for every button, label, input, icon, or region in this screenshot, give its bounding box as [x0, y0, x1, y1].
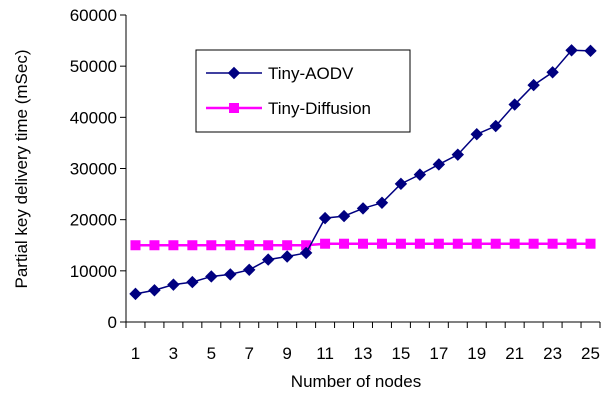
data-point	[413, 168, 427, 181]
x-tick-label: 7	[245, 344, 254, 363]
data-point	[225, 240, 236, 251]
data-point	[244, 240, 255, 251]
data-point	[148, 284, 161, 297]
data-point	[263, 240, 274, 251]
data-point	[451, 148, 465, 161]
data-point	[584, 44, 597, 58]
legend-box	[195, 49, 411, 133]
x-tick-label: 13	[354, 344, 373, 363]
y-tick-label: 20000	[70, 211, 117, 230]
data-point	[205, 270, 218, 283]
x-axis-ticks: 1 3 5 7 9 11 13 15 17 19 21 23 25	[125, 322, 601, 363]
data-point	[490, 238, 501, 249]
data-point	[394, 177, 408, 191]
data-point	[527, 78, 540, 92]
series-tiny-aodv	[129, 44, 597, 301]
data-point	[452, 238, 463, 249]
y-axis-ticks: 0 10000 20000 30000 40000 50000 60000	[70, 6, 126, 332]
legend-label: Tiny-AODV	[268, 64, 354, 83]
x-tick-label: 21	[505, 344, 524, 363]
y-tick-label: 10000	[70, 262, 117, 281]
x-tick-label: 23	[543, 344, 562, 363]
data-point	[470, 128, 483, 141]
data-point	[282, 240, 293, 251]
data-point	[376, 238, 387, 249]
data-point	[130, 240, 141, 251]
data-point	[375, 196, 389, 209]
data-point	[129, 287, 142, 301]
x-tick-label: 17	[429, 344, 448, 363]
x-tick-label: 19	[467, 344, 486, 363]
y-tick-label: 30000	[70, 160, 117, 179]
x-tick-label: 9	[282, 344, 291, 363]
legend-marker	[229, 103, 239, 113]
legend-marker	[227, 66, 241, 80]
data-point	[149, 240, 160, 251]
series-tiny-diffusion	[130, 238, 596, 251]
x-tick-label: 1	[131, 344, 140, 363]
x-axis-title: Number of nodes	[291, 372, 421, 391]
data-point	[206, 240, 217, 251]
data-point	[546, 66, 559, 79]
data-point	[471, 238, 482, 249]
series-layer	[129, 44, 597, 301]
data-point	[414, 238, 425, 249]
y-tick-label: 50000	[70, 57, 117, 76]
y-axis-title: Partial key delivery time (mSec)	[12, 49, 31, 288]
data-point	[585, 238, 596, 249]
data-point	[432, 158, 446, 171]
x-tick-label: 5	[207, 344, 216, 363]
data-point	[187, 240, 198, 251]
y-tick-label: 40000	[70, 108, 117, 127]
data-point	[356, 202, 370, 215]
data-point	[508, 98, 521, 111]
data-point	[167, 278, 180, 291]
data-point	[433, 238, 444, 249]
legend-label: Tiny-Diffusion	[268, 99, 371, 118]
legend-item: Tiny-Diffusion	[206, 99, 371, 118]
data-point	[243, 263, 256, 277]
data-point	[320, 238, 331, 249]
data-point	[358, 238, 368, 249]
x-tick-label: 11	[316, 344, 334, 363]
data-point	[224, 268, 237, 281]
data-point	[168, 240, 179, 251]
data-point	[395, 238, 406, 249]
legend-item: Tiny-AODV	[206, 64, 354, 83]
data-point	[337, 209, 351, 223]
x-tick-label: 3	[169, 344, 178, 363]
data-point	[528, 238, 539, 249]
data-point	[186, 275, 199, 289]
data-point	[318, 211, 332, 225]
data-point	[299, 246, 313, 260]
data-point	[280, 250, 294, 263]
data-point	[339, 238, 350, 249]
x-tick-label: 25	[581, 344, 600, 363]
legend: Tiny-AODV Tiny-Diffusion	[195, 49, 411, 133]
data-point	[566, 238, 577, 249]
y-tick-label: 0	[108, 313, 117, 332]
data-point	[489, 119, 502, 133]
x-tick-label: 15	[391, 344, 410, 363]
y-tick-label: 60000	[70, 6, 117, 25]
data-point	[261, 253, 275, 266]
data-point	[565, 44, 578, 57]
data-point	[509, 238, 520, 249]
data-point	[547, 238, 558, 249]
